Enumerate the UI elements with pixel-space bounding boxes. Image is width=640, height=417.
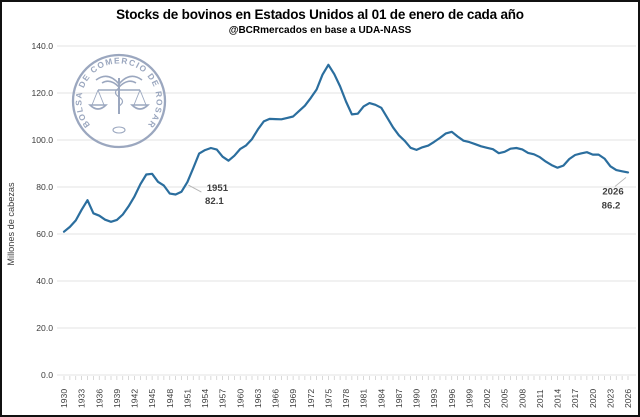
chart-subtitle: @BCRmercados en base a UDA-NASS: [228, 25, 412, 36]
chart-title: Stocks de bovinos en Estados Unidos al 0…: [116, 7, 524, 22]
x-tick-label: 1981: [359, 389, 369, 408]
x-tick-label: 1957: [218, 389, 228, 408]
x-tick-label: 2011: [535, 389, 545, 408]
y-tick-label: 80.0: [36, 182, 53, 192]
left-wing-inner-icon: [101, 80, 120, 88]
annotation-year-label: 1951: [207, 183, 229, 194]
x-tick-label: 1969: [288, 389, 298, 408]
annotation-year-label: 2026: [602, 186, 623, 197]
right-pan-icon: [130, 104, 150, 110]
x-tick-label: 1993: [429, 389, 439, 408]
x-tick-label: 2008: [517, 389, 527, 408]
annotation-value-label: 86.2: [602, 200, 621, 211]
x-tick-label: 1972: [306, 389, 316, 408]
logo-ring: [71, 53, 167, 149]
y-tick-label: 20.0: [36, 323, 53, 333]
y-tick-label: 120.0: [31, 88, 53, 98]
x-tick-label: 1948: [165, 389, 175, 408]
x-tick-label: 1951: [182, 389, 192, 408]
x-tick-label: 1933: [77, 389, 87, 408]
left-wing-icon: [95, 75, 120, 85]
left-chain: [97, 89, 105, 106]
x-tick-label: 2017: [570, 389, 580, 408]
y-tick-label: 60.0: [36, 229, 53, 239]
x-tick-label: 1963: [253, 389, 263, 408]
x-tick-label: 1939: [112, 389, 122, 408]
x-tick-label: 1996: [447, 389, 457, 408]
y-tick-label: 40.0: [36, 276, 53, 286]
left-chain: [91, 89, 99, 106]
y-tick-label: 100.0: [31, 135, 53, 145]
scales-icon: [88, 75, 150, 134]
x-tick-label: 1978: [341, 389, 351, 408]
x-tick-label: 1954: [200, 389, 210, 408]
annotation-leader: [188, 184, 202, 193]
x-tick-label: 2005: [500, 389, 510, 408]
x-tick-label: 1999: [464, 389, 474, 408]
logo-bottom-ellipse: [112, 126, 126, 134]
x-tick-label: 1945: [147, 389, 157, 408]
y-axis-title: Millones de cabezas: [6, 182, 16, 266]
x-tick-label: 1966: [271, 389, 281, 408]
x-tick-label: 1990: [412, 389, 422, 408]
data-line: [62, 63, 630, 233]
x-tick-label: 2023: [605, 389, 615, 408]
y-tick-label: 0.0: [41, 370, 53, 380]
data-layer: 1951 82.1 2026 86.2: [62, 63, 630, 233]
x-tick-label: 2026: [623, 389, 633, 408]
x-tick-label: 1987: [394, 389, 404, 408]
x-tick-label: 1984: [376, 389, 386, 408]
x-tick-label: 1942: [130, 389, 140, 408]
grid-layer: 0.0 20.0 40.0 60.0 80.0 100.0 120.0 140.0 1930 19…: [31, 41, 636, 408]
x-tick-label: 2014: [553, 389, 563, 408]
x-tick-label: 1960: [235, 389, 245, 408]
x-tick-label: 1936: [94, 389, 104, 408]
left-pan-icon: [88, 104, 108, 110]
right-wing-icon: [118, 75, 143, 85]
y-tick-label: 140.0: [31, 41, 53, 51]
x-tick-label: 1975: [323, 389, 333, 408]
x-tick-label: 2002: [482, 389, 492, 408]
right-wing-inner-icon: [118, 80, 137, 88]
annotation-leader: [614, 177, 627, 187]
x-tick-label: 2020: [588, 389, 598, 408]
annotation-value-label: 82.1: [205, 196, 224, 207]
x-tick-label: 1930: [59, 389, 69, 408]
bcr-logo: BOLSA DE COMERCIO DE ROSARIO: [2, 2, 167, 149]
right-chain: [139, 89, 147, 106]
right-chain: [133, 89, 141, 106]
